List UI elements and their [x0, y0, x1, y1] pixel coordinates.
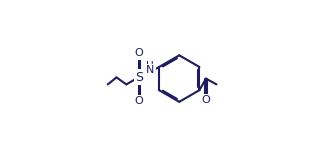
Text: S: S — [135, 71, 143, 84]
Text: O: O — [202, 95, 211, 105]
Text: H: H — [146, 61, 154, 71]
Text: O: O — [135, 48, 143, 58]
Text: N: N — [146, 65, 155, 76]
Text: O: O — [135, 96, 143, 106]
